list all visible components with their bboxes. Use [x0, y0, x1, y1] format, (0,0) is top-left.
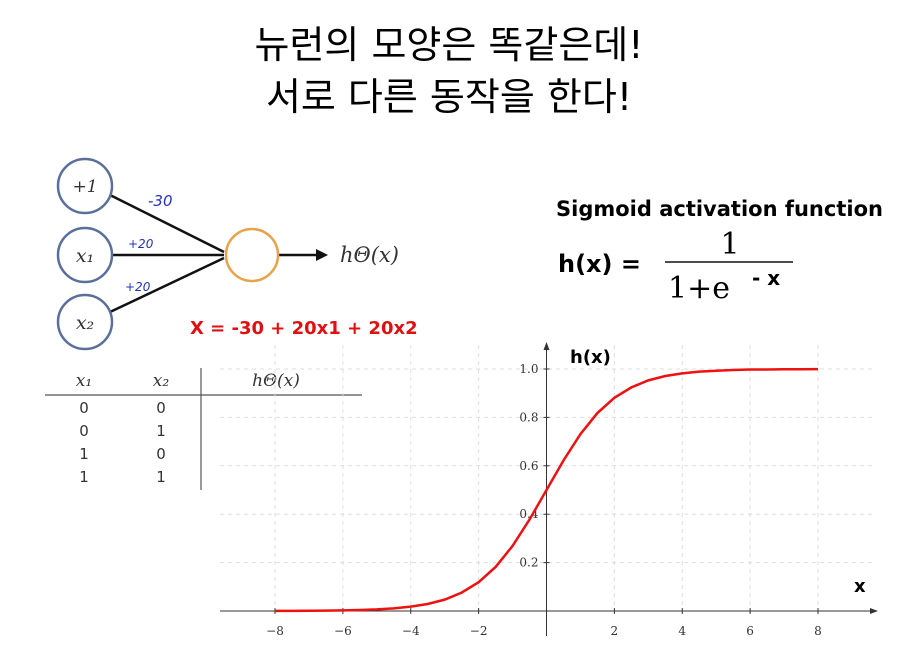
arrow-head [316, 249, 328, 261]
y-tick-label: 0.6 [519, 459, 538, 473]
title-line: 뉴런의 모양은 똑같은데! [255, 23, 644, 67]
output-label: hΘ(x) [340, 243, 399, 267]
formula: X = -30 + 20x1 + 20x2 [190, 318, 418, 339]
x-tick-label: 8 [814, 624, 822, 638]
node-label: +1 [72, 177, 97, 197]
y-tick-label: 0.8 [519, 410, 538, 424]
weight-label: +20 [128, 237, 154, 251]
y-tick-label: 0.2 [519, 556, 538, 570]
table-header: hΘ(x) [252, 371, 300, 391]
exponent: - x [752, 266, 780, 290]
weight-label: -30 [148, 192, 173, 210]
x-axis-label: x [854, 576, 866, 597]
node-label: x₂ [76, 312, 94, 334]
node-label: x₁ [76, 245, 94, 267]
curve [274, 367, 819, 613]
edge [109, 256, 225, 314]
table-cell: 0 [79, 422, 89, 440]
table-cell: 0 [156, 399, 166, 417]
numerator: 1 [720, 227, 739, 262]
y-axis-label: h(x) [570, 347, 611, 368]
edge [109, 193, 225, 254]
sigmoid-heading: Sigmoid activation function [556, 197, 883, 221]
table-cell: 1 [156, 468, 166, 486]
title-line: 서로 다른 동작을 한다! [266, 75, 632, 119]
arrow-head [870, 608, 878, 614]
x-tick-label: 6 [746, 624, 754, 638]
output-node [224, 227, 280, 283]
input-node [56, 293, 114, 351]
x-tick-label: −2 [470, 624, 488, 638]
truth-table: x₁ x₂ hΘ(x) [45, 368, 362, 490]
neuron-diagram [56, 157, 328, 351]
y-tick-label: 1.0 [519, 362, 538, 376]
denominator: 1+e [668, 271, 730, 306]
input-node [56, 226, 114, 284]
x-tick-label: −4 [402, 624, 420, 638]
table-header: x₂ [153, 371, 170, 391]
x-tick-label: −8 [266, 624, 284, 638]
table-cell: 1 [79, 468, 89, 486]
table-header: x₁ [76, 371, 92, 391]
table-cell: 1 [79, 445, 89, 463]
table-cell: 0 [156, 445, 166, 463]
input-node [56, 157, 114, 215]
x-tick-label: 2 [611, 624, 619, 638]
x-tick-label: 4 [678, 624, 686, 638]
arrow-head [543, 342, 550, 350]
x-tick-label: −6 [334, 624, 352, 638]
table-cell: 0 [79, 399, 89, 417]
table-cell: 1 [156, 422, 166, 440]
weight-label: +20 [125, 280, 151, 294]
sigmoid-lhs: h(x) = [558, 250, 641, 278]
